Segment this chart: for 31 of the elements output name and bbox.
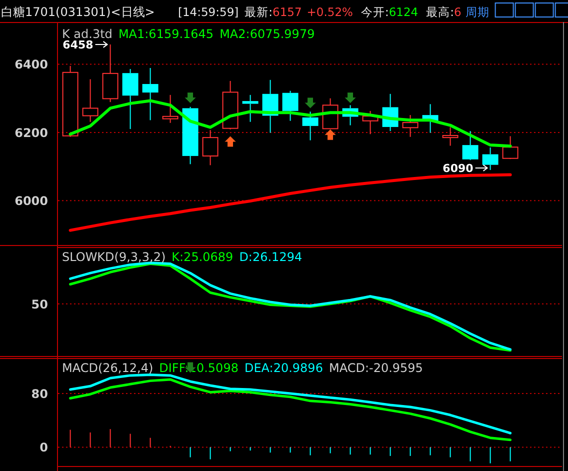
annotation: MACD:-20.9595: [328, 361, 423, 375]
annotation: 6090: [442, 162, 474, 175]
text: D:26.1294: [239, 250, 302, 264]
line-series: [69, 374, 512, 434]
text: 今开:: [360, 5, 389, 19]
y-tick-label: 0: [40, 440, 48, 455]
text: +0.52%: [306, 5, 354, 19]
y-tick-label: 6200: [14, 126, 48, 140]
annotation: 6458: [62, 38, 94, 52]
line-series: [69, 378, 512, 442]
y-tick-label: 80: [31, 387, 48, 402]
y-tick-label: 6400: [14, 58, 48, 72]
text: 6124: [388, 5, 418, 19]
annotation: MA2:6075.9979: [220, 27, 315, 41]
annotation: MA1:6159.1645: [118, 27, 214, 41]
y-tick-label: 6000: [14, 194, 48, 208]
text: 50: [31, 297, 48, 312]
series-label: DEA:20.9896: [244, 361, 323, 375]
line-series: [68, 173, 512, 232]
chart-subtitle: K ad.3td: [62, 27, 112, 41]
chart-title: MACD(26,12,4): [62, 361, 154, 375]
text: [14:59:59]: [178, 5, 239, 19]
text: 最高:: [426, 5, 454, 19]
chart-title: 白糖1701(031301)<日线>: [1, 5, 155, 19]
text: 最新:: [244, 5, 272, 19]
chart-title: SLOWKD(9,3,3,2): [62, 250, 166, 264]
series-label: K:25.0689: [172, 250, 234, 264]
text: 6: [454, 5, 462, 19]
text: 周期: [465, 5, 490, 19]
series-label: DIFF:10.5098: [159, 361, 238, 375]
text: 6157: [272, 5, 302, 19]
